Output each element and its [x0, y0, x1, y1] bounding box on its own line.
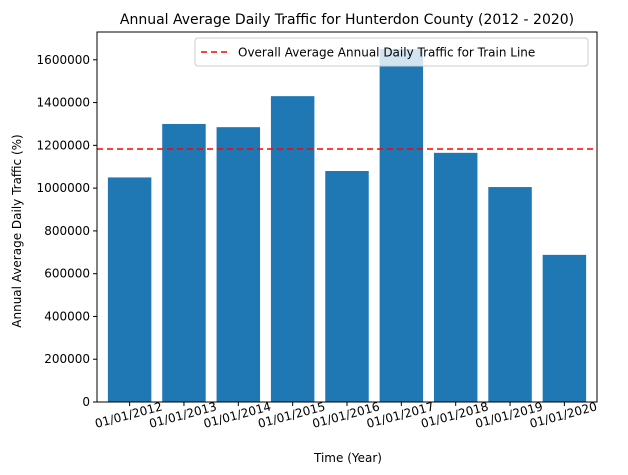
y-tick-label: 1200000 — [37, 138, 90, 152]
y-tick-label: 800000 — [44, 224, 90, 238]
bar-01/01/2017 — [379, 49, 424, 402]
y-axis-title: Annual Average Daily Traffic (%) — [10, 134, 24, 327]
y-tick-label: 1400000 — [37, 96, 90, 110]
y-tick-label: 1000000 — [37, 181, 90, 195]
legend-box — [194, 37, 589, 67]
y-tick-label: 1600000 — [37, 53, 90, 67]
bars-group — [107, 49, 587, 403]
bar-01/01/2012 — [107, 177, 152, 402]
bar-01/01/2019 — [488, 187, 532, 402]
bar-01/01/2014 — [216, 127, 261, 403]
bar-01/01/2018 — [433, 152, 478, 402]
bar-01/01/2013 — [162, 123, 206, 402]
x-axis: 01/01/201201/01/201301/01/201401/01/2015… — [93, 399, 598, 430]
bar-01/01/2020 — [542, 254, 587, 402]
legend-entry-label: Overall Average Annual Daily Traffic for… — [238, 46, 535, 60]
bar-01/01/2015 — [270, 96, 315, 402]
bar-01/01/2016 — [325, 171, 369, 402]
y-tick-label: 0 — [82, 395, 90, 409]
chart-title: Annual Average Daily Traffic for Hunterd… — [120, 12, 574, 28]
legend: Overall Average Annual Daily Traffic for… — [194, 37, 589, 67]
y-tick-label: 400000 — [44, 309, 90, 323]
y-tick-label: 600000 — [44, 267, 90, 281]
y-axis: 0 200000 400000 600000 800000 1000000 1200000 1… — [37, 53, 97, 409]
x-axis-title: Time (Year) — [313, 451, 382, 465]
y-tick-label: 200000 — [44, 352, 90, 366]
